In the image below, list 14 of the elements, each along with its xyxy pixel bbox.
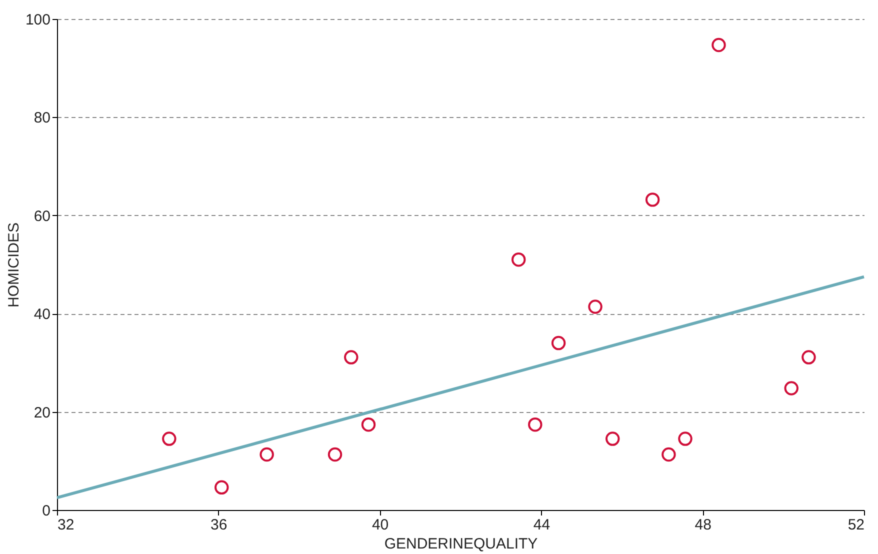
y-tick-label: 40 [34, 306, 50, 324]
y-tick-label: 100 [25, 12, 50, 28]
x-tick-label: 52 [848, 516, 864, 534]
x-tick-label: 44 [533, 516, 550, 534]
x-tick-label: 40 [372, 516, 389, 534]
y-tick-label: 0 [42, 502, 50, 520]
x-tick-label: 32 [58, 516, 74, 534]
y-tick-label: 80 [34, 110, 50, 127]
x-tick-label: 36 [210, 516, 228, 534]
x-axis-title: GENDERINEQUALITY [384, 536, 538, 552]
y-tick-label: 60 [34, 208, 50, 225]
y-axis-title: HOMICIDES [5, 222, 22, 308]
x-tick-label: 48 [694, 516, 712, 534]
y-tick-label: 20 [34, 404, 50, 422]
